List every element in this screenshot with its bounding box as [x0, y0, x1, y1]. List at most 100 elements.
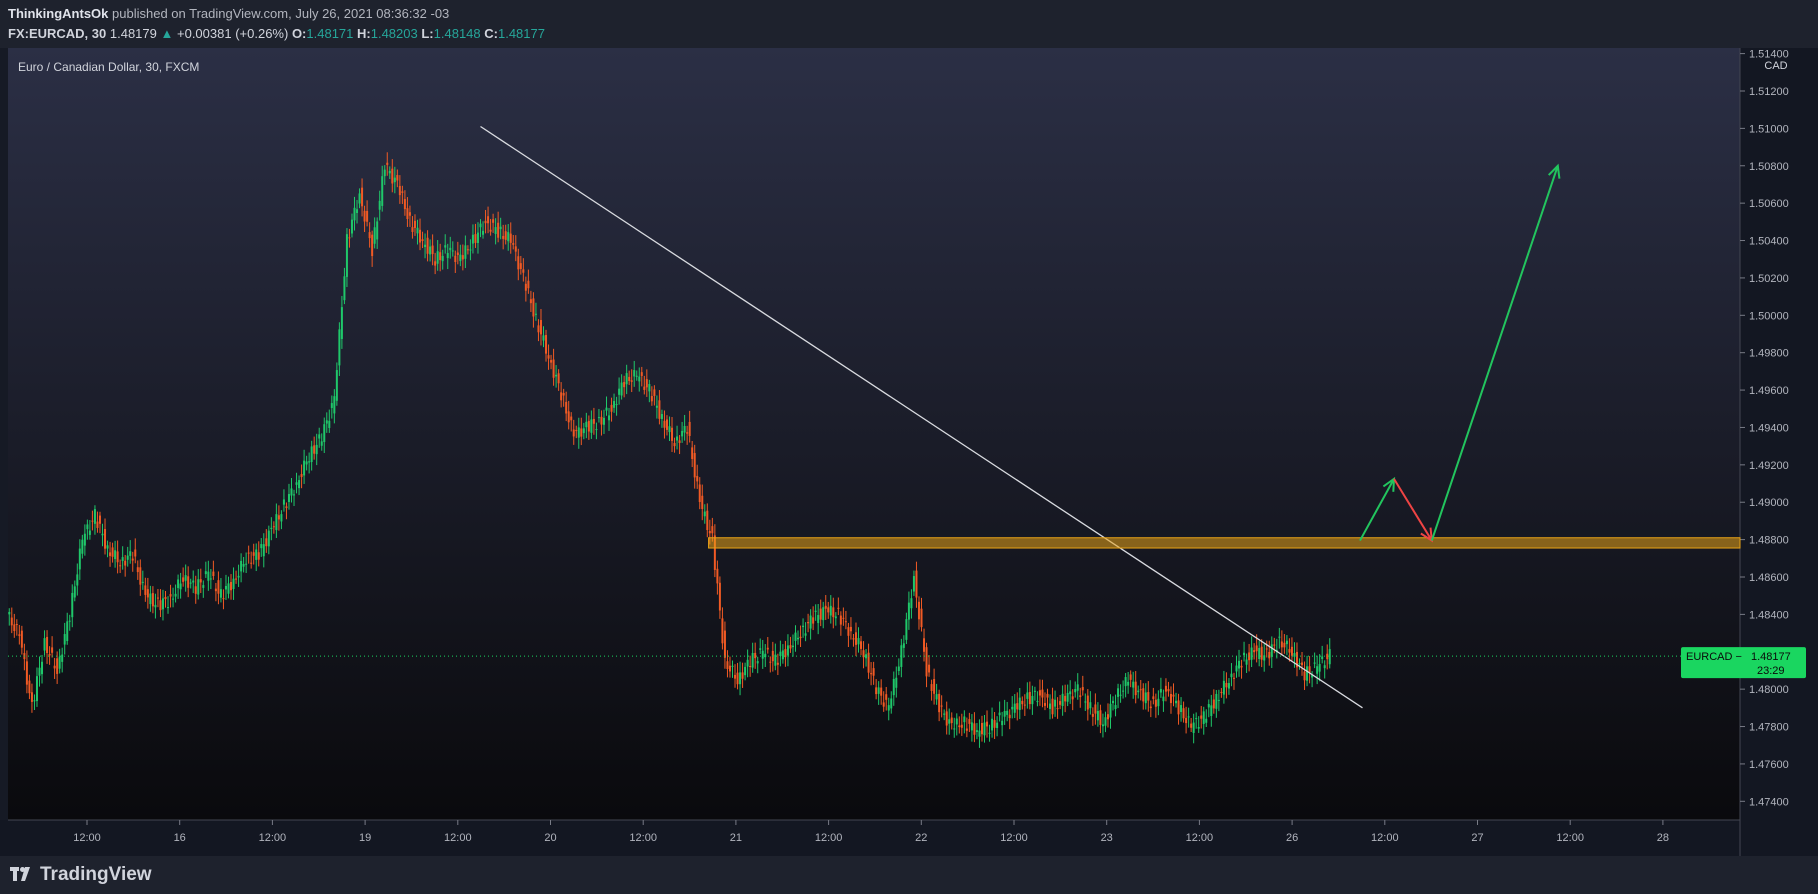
candle-body	[182, 577, 185, 582]
time-tick-label: 21	[730, 832, 742, 844]
candle-body	[1303, 671, 1306, 681]
candle-body	[1200, 715, 1203, 719]
candle-body	[1106, 714, 1109, 720]
candle-body	[151, 593, 154, 607]
candle-body	[1270, 644, 1273, 657]
candle-body	[250, 562, 253, 564]
candle-body	[1235, 665, 1238, 672]
candle-body	[1038, 690, 1041, 696]
candle-body	[471, 234, 474, 244]
candle-body	[711, 526, 714, 534]
candle-body	[991, 718, 994, 731]
candle-body	[1043, 703, 1046, 706]
candle-body	[1114, 705, 1117, 709]
candle-body	[925, 647, 928, 677]
candle-body	[691, 447, 694, 459]
candle-body	[860, 641, 863, 649]
candle-body	[134, 549, 137, 557]
candle-body	[570, 416, 573, 421]
candle-body	[406, 208, 409, 220]
candle-body	[340, 307, 343, 339]
candle-body	[333, 396, 336, 414]
candle-body	[144, 585, 147, 595]
candle-body	[633, 370, 636, 377]
candle-body	[764, 653, 767, 658]
price-chart[interactable]: Euro / Canadian Dollar, 30, FXCM CAD 1.5…	[0, 48, 1818, 856]
candle-body	[1308, 666, 1311, 673]
candle-body	[902, 643, 905, 648]
candle-body	[1169, 693, 1172, 704]
candle-body	[587, 420, 590, 432]
candle-body	[257, 552, 260, 560]
candle-body	[550, 360, 553, 363]
price-tick-label: 1.48000	[1749, 684, 1789, 696]
candle-body	[509, 233, 512, 243]
candle-body	[1084, 701, 1087, 703]
candle-body	[736, 672, 739, 685]
candle-body	[484, 220, 487, 224]
candle-body	[658, 400, 661, 419]
author-name[interactable]: ThinkingAntsOk	[8, 6, 109, 21]
candle-body	[618, 388, 621, 395]
candle-body	[774, 654, 777, 666]
candle-body	[948, 719, 951, 724]
candle-body	[141, 581, 144, 583]
candle-body	[1301, 662, 1304, 666]
candle-body	[638, 376, 641, 382]
candle-body	[865, 654, 868, 659]
candle-body	[1122, 690, 1125, 692]
candle-body	[867, 652, 870, 673]
candle-body	[930, 684, 933, 691]
candle-body	[545, 335, 548, 354]
candle-body	[1006, 710, 1009, 715]
candle-body	[383, 169, 386, 177]
candle-body	[381, 176, 384, 206]
candle-body	[393, 177, 396, 183]
candle-body	[610, 404, 613, 412]
candle-body	[61, 654, 64, 662]
candle-body	[156, 597, 159, 599]
candle-body	[1215, 693, 1218, 709]
candle-body	[1008, 714, 1011, 719]
candle-body	[245, 563, 248, 565]
candle-body	[96, 521, 99, 528]
candle-body	[1091, 713, 1094, 717]
candle-body	[1192, 722, 1195, 733]
tradingview-logo[interactable]: TradingView	[10, 864, 152, 886]
candle-body	[361, 187, 364, 207]
candle-body	[847, 627, 850, 636]
candle-body	[308, 461, 311, 463]
candle-body	[366, 210, 369, 222]
candle-body	[1177, 700, 1180, 715]
header-bar: ThinkingAntsOk published on TradingView.…	[0, 0, 1818, 48]
candle-body	[681, 430, 684, 437]
last-price-badge	[1681, 647, 1806, 679]
candle-body	[958, 725, 961, 728]
candle-body	[1323, 665, 1326, 669]
candle-body	[887, 705, 890, 711]
candle-body	[1190, 723, 1193, 728]
candle-body	[1046, 693, 1049, 698]
candle-body	[285, 506, 288, 509]
candle-body	[51, 647, 54, 653]
candle-body	[1076, 684, 1079, 691]
candle-body	[786, 645, 789, 656]
candle-body	[1220, 691, 1223, 693]
candle-body	[1260, 646, 1263, 660]
candle-body	[759, 648, 762, 650]
candle-body	[1064, 695, 1067, 702]
candle-body	[1119, 694, 1122, 696]
candle-body	[1071, 696, 1074, 700]
candle-body	[13, 624, 16, 631]
candle-body	[391, 168, 394, 184]
candle-body	[172, 598, 175, 600]
candle-body	[403, 199, 406, 210]
candle-body	[723, 630, 726, 658]
candle-body	[1167, 688, 1170, 692]
candle-body	[315, 444, 318, 455]
candle-body	[204, 571, 207, 575]
candle-body	[232, 578, 235, 590]
projection-arrow-head	[1420, 527, 1434, 543]
close-value: 1.48177	[497, 26, 545, 41]
candle-body	[109, 552, 112, 556]
